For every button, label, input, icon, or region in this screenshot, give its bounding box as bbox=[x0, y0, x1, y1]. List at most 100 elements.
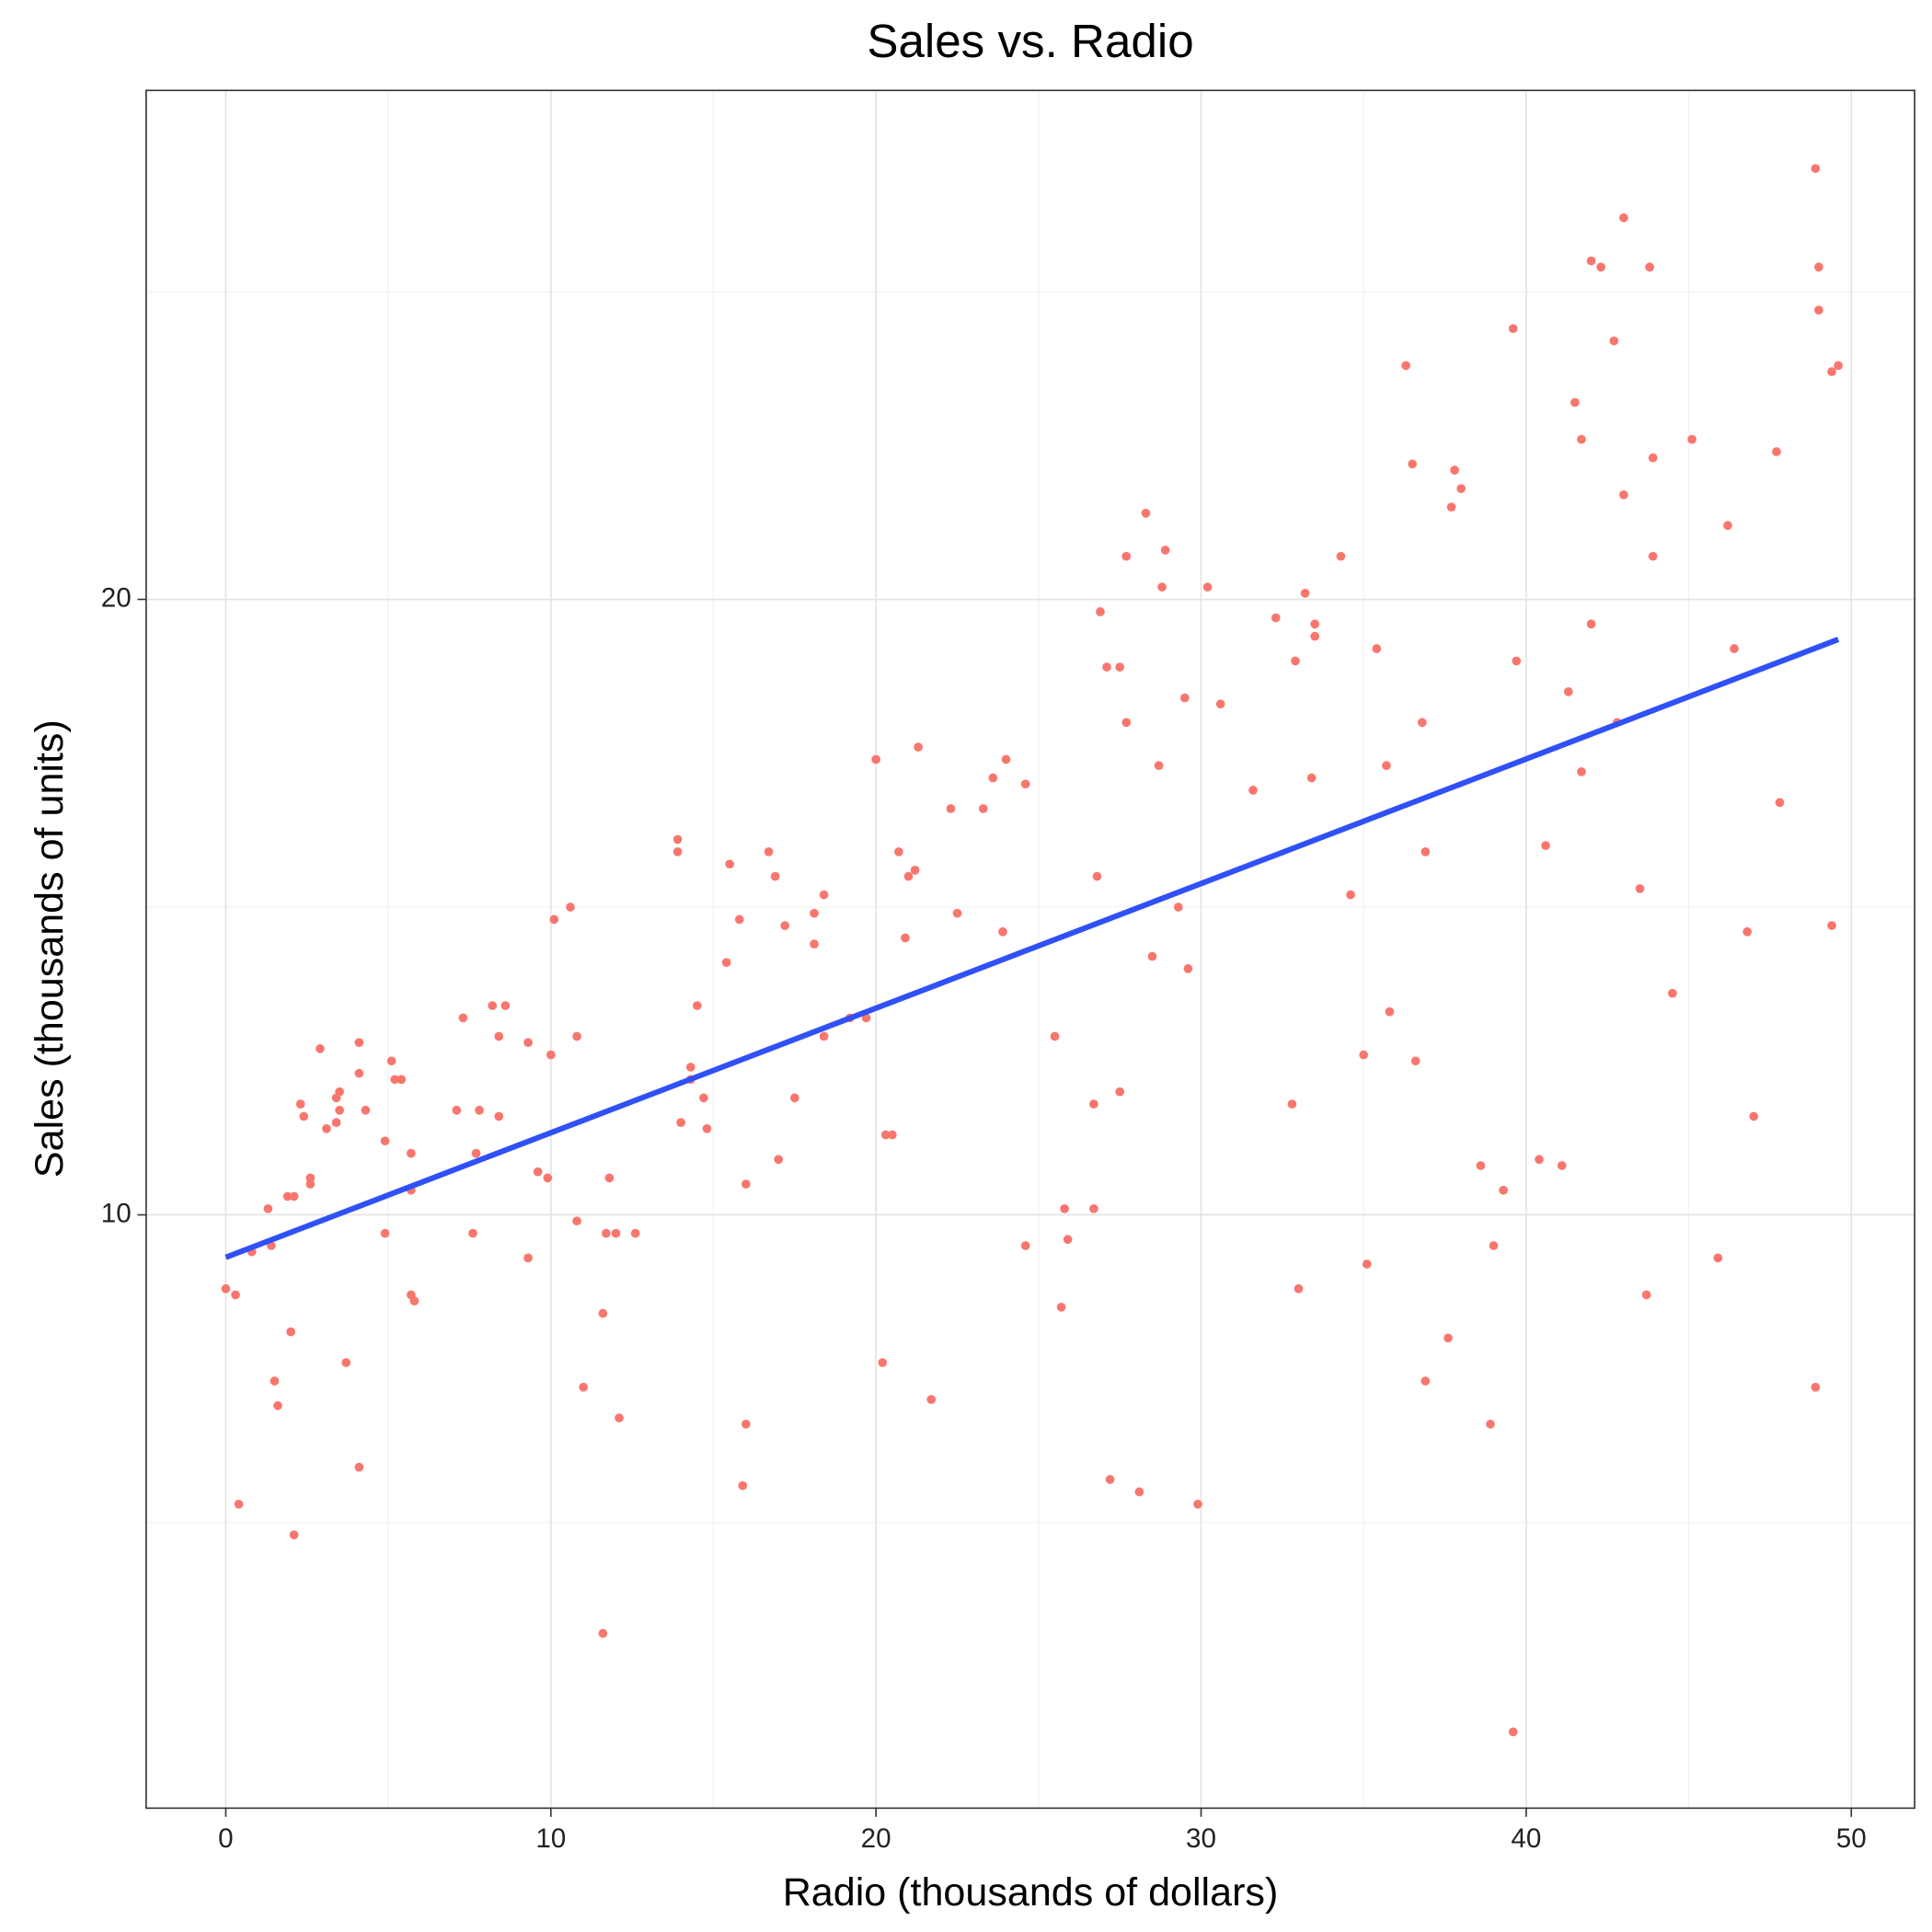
data-point bbox=[604, 1173, 615, 1183]
data-point bbox=[1063, 1235, 1073, 1245]
data-point bbox=[286, 1327, 295, 1337]
data-point bbox=[692, 1001, 702, 1010]
data-point bbox=[914, 742, 923, 752]
data-point bbox=[1271, 613, 1281, 623]
data-point bbox=[1775, 798, 1785, 808]
data-point bbox=[1563, 687, 1573, 696]
data-point bbox=[299, 1111, 309, 1121]
data-point bbox=[630, 1228, 640, 1238]
data-point bbox=[1420, 846, 1431, 857]
chart-title: Sales vs. Radio bbox=[867, 15, 1193, 67]
data-point bbox=[1020, 779, 1030, 789]
data-point bbox=[354, 1038, 364, 1048]
data-point bbox=[1489, 1241, 1499, 1250]
data-point bbox=[789, 1093, 799, 1103]
data-point bbox=[1596, 262, 1606, 272]
data-point bbox=[1456, 484, 1466, 493]
data-point bbox=[1641, 1290, 1651, 1300]
data-point bbox=[1056, 1302, 1066, 1312]
data-point bbox=[1121, 718, 1132, 728]
data-point bbox=[1668, 988, 1677, 998]
data-point bbox=[523, 1253, 533, 1263]
data-point bbox=[549, 914, 559, 925]
data-point bbox=[1827, 367, 1836, 376]
data-point bbox=[354, 1068, 364, 1078]
data-point bbox=[770, 871, 780, 881]
data-point bbox=[1202, 582, 1213, 592]
data-point bbox=[234, 1500, 244, 1509]
data-point bbox=[289, 1530, 299, 1540]
data-point bbox=[1362, 1259, 1372, 1269]
data-point bbox=[871, 754, 880, 765]
data-point bbox=[1450, 466, 1459, 475]
data-point bbox=[1410, 1056, 1420, 1066]
data-point bbox=[1248, 786, 1258, 795]
data-point bbox=[221, 1283, 231, 1294]
data-point bbox=[1827, 921, 1836, 930]
data-point bbox=[1443, 1333, 1453, 1343]
data-point bbox=[335, 1105, 344, 1115]
data-point bbox=[998, 926, 1007, 937]
data-point bbox=[386, 1056, 397, 1066]
data-point bbox=[611, 1228, 621, 1238]
data-point bbox=[1508, 1727, 1518, 1737]
data-point bbox=[289, 1191, 299, 1202]
data-point bbox=[390, 1075, 400, 1085]
data-point bbox=[406, 1148, 416, 1158]
data-point bbox=[1300, 588, 1310, 598]
data-point bbox=[741, 1179, 751, 1189]
data-point bbox=[1619, 213, 1628, 223]
data-point bbox=[903, 871, 914, 881]
data-point bbox=[488, 1001, 498, 1010]
data-point bbox=[1648, 551, 1658, 561]
data-point bbox=[1749, 1111, 1759, 1121]
data-point bbox=[1619, 489, 1628, 500]
data-point bbox=[380, 1228, 390, 1238]
data-point bbox=[331, 1118, 341, 1127]
data-point bbox=[926, 1395, 937, 1405]
data-point bbox=[579, 1382, 588, 1392]
data-point bbox=[380, 1136, 390, 1146]
data-point bbox=[602, 1228, 611, 1238]
data-point bbox=[1401, 361, 1410, 371]
data-point bbox=[1834, 361, 1843, 371]
data-point bbox=[1141, 509, 1151, 518]
data-point bbox=[1050, 1031, 1060, 1041]
data-point bbox=[1115, 1087, 1125, 1097]
data-point bbox=[1089, 1099, 1098, 1109]
data-point bbox=[1060, 1203, 1069, 1213]
data-point bbox=[1096, 607, 1105, 616]
data-point bbox=[471, 1148, 481, 1158]
data-point bbox=[615, 1413, 624, 1423]
data-point bbox=[1486, 1420, 1495, 1429]
data-point bbox=[880, 1130, 891, 1140]
data-point bbox=[1814, 262, 1823, 272]
data-point bbox=[1811, 1382, 1821, 1392]
data-point bbox=[887, 1130, 897, 1140]
data-point bbox=[1193, 1500, 1202, 1509]
data-point bbox=[458, 1013, 468, 1023]
data-point bbox=[946, 804, 956, 813]
data-point bbox=[1134, 1487, 1144, 1497]
data-point bbox=[1147, 951, 1157, 961]
data-point bbox=[572, 1216, 581, 1226]
data-point bbox=[1499, 1185, 1508, 1195]
data-point bbox=[468, 1228, 477, 1238]
data-point bbox=[1115, 662, 1125, 672]
data-point bbox=[894, 846, 903, 857]
data-point bbox=[1420, 1376, 1431, 1386]
data-point bbox=[1577, 434, 1586, 444]
data-point bbox=[1173, 903, 1183, 912]
data-point bbox=[322, 1123, 331, 1133]
x-tick-label: 20 bbox=[861, 1823, 891, 1854]
data-point bbox=[1687, 434, 1696, 444]
data-point bbox=[282, 1191, 293, 1202]
plot-border bbox=[145, 89, 1915, 1810]
data-point bbox=[1102, 662, 1111, 672]
y-axis-label: Sales (thousands of units) bbox=[28, 719, 72, 1178]
data-point bbox=[305, 1179, 316, 1189]
data-point bbox=[1310, 631, 1320, 641]
data-point bbox=[1310, 619, 1320, 629]
data-point bbox=[1372, 644, 1382, 653]
